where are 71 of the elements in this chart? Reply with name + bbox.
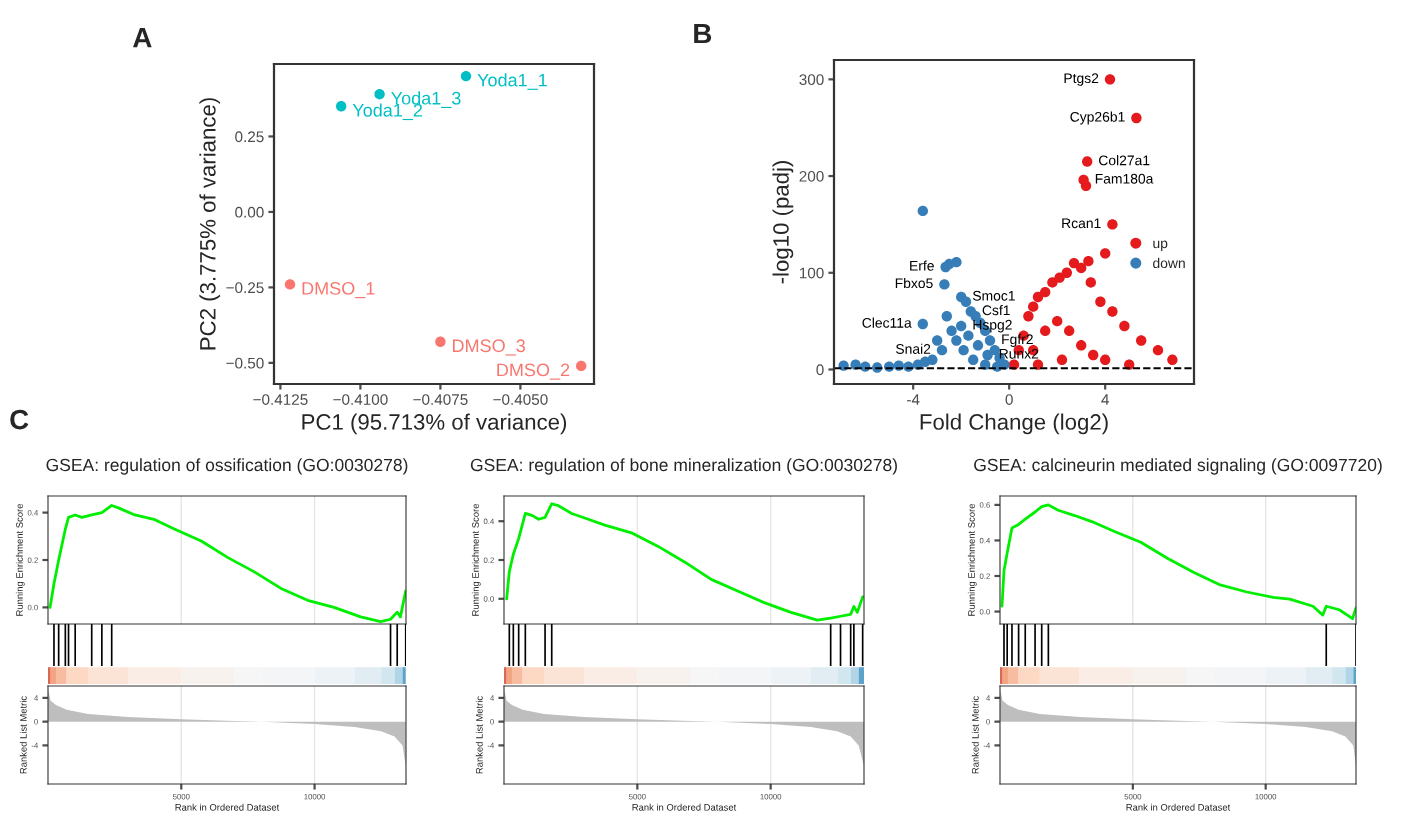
point (1088, 349, 1099, 361)
point (927, 354, 938, 366)
point (1107, 219, 1118, 230)
point (1047, 277, 1058, 288)
point (1040, 325, 1051, 336)
point (982, 349, 993, 361)
point (917, 205, 928, 217)
point (1056, 354, 1068, 366)
point (1167, 354, 1178, 366)
text: A (133, 28, 152, 48)
point (1104, 74, 1116, 85)
point (1136, 335, 1147, 346)
point (435, 336, 446, 347)
annotation: Yoda1_1 (477, 73, 547, 90)
point (951, 256, 962, 268)
x-axis-title: Fold Change (log2) (920, 413, 1108, 435)
y-axis-title: -log10 (padj) (772, 160, 794, 284)
point (941, 311, 952, 322)
point (972, 340, 984, 351)
point (1076, 340, 1087, 351)
annotation: DMSO_3 (452, 339, 525, 356)
point (936, 344, 948, 356)
point (1100, 248, 1111, 259)
point (984, 335, 996, 346)
point (1119, 320, 1130, 332)
point (1052, 315, 1063, 327)
point (284, 279, 296, 290)
point (1083, 255, 1094, 267)
point (576, 360, 587, 372)
point (960, 296, 972, 307)
point (1076, 262, 1087, 274)
chart-title: GSEA: regulation of ossification (GO:0030278) (46, 458, 408, 475)
annotation: DMSO_2 (497, 363, 570, 380)
chart-title: GSEA: regulation of bone mineralization (GO:0030278) (470, 458, 897, 475)
y-axis-title: PC2 (3.775% of variance) (199, 98, 221, 350)
point (968, 354, 979, 366)
point (1023, 311, 1034, 322)
point (951, 335, 962, 346)
point (1064, 325, 1075, 336)
point (1061, 267, 1072, 278)
line-series (505, 502, 864, 622)
point (460, 70, 472, 82)
point (1082, 156, 1093, 167)
point (963, 330, 974, 341)
point (1068, 257, 1080, 269)
annotation: DMSO_1 (302, 281, 375, 299)
point (1131, 112, 1142, 124)
point (939, 279, 950, 290)
point (958, 344, 969, 356)
point (1107, 306, 1118, 317)
point (374, 88, 385, 100)
point (1085, 277, 1096, 288)
text: B (694, 24, 712, 44)
point (1100, 354, 1111, 366)
point (1080, 180, 1092, 191)
point (1152, 344, 1164, 356)
text: C (10, 409, 29, 430)
line-series (1000, 503, 1356, 621)
point (1032, 291, 1044, 303)
chart-title: GSEA: calcineurin mediated signaling (GO:0097720) (974, 458, 1382, 475)
point (917, 318, 928, 330)
annotation: Yoda1_3 (391, 91, 461, 108)
x-axis-title: PC1 (95.713% of variance) (302, 413, 567, 435)
point (1040, 286, 1051, 298)
point (946, 325, 957, 336)
point (1028, 301, 1039, 312)
point (336, 101, 347, 112)
annotation: Yoda1_2 (352, 103, 423, 121)
point (956, 320, 967, 332)
point (932, 335, 943, 346)
point (1095, 296, 1106, 307)
